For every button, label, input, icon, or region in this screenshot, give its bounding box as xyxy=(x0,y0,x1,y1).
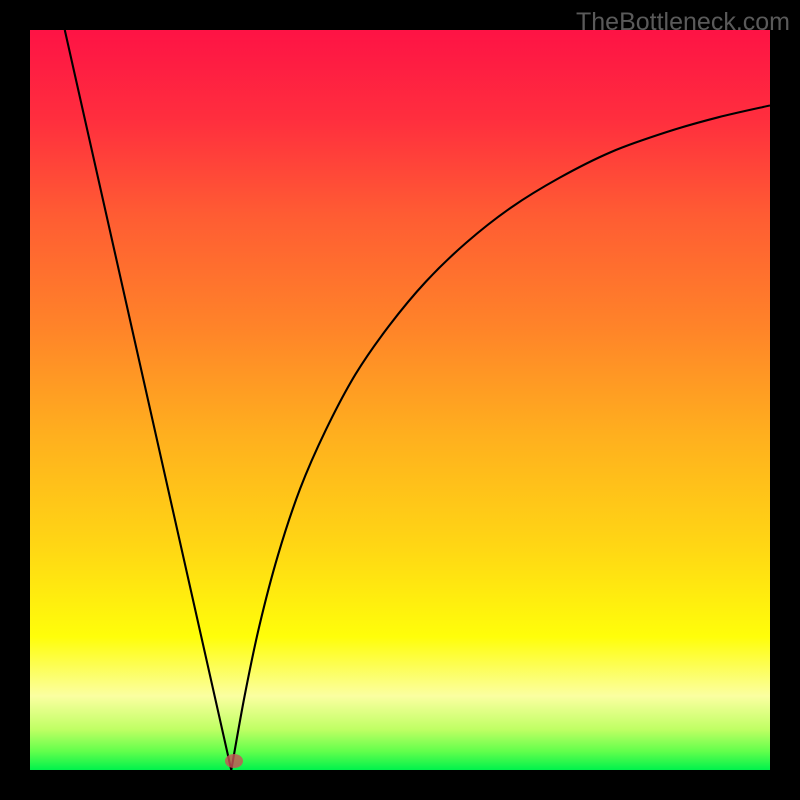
watermark-text: TheBottleneck.com xyxy=(576,8,790,37)
plot-area xyxy=(30,30,770,770)
minimum-marker xyxy=(225,754,243,768)
bottleneck-curve xyxy=(65,30,770,770)
chart-curve xyxy=(30,30,770,770)
